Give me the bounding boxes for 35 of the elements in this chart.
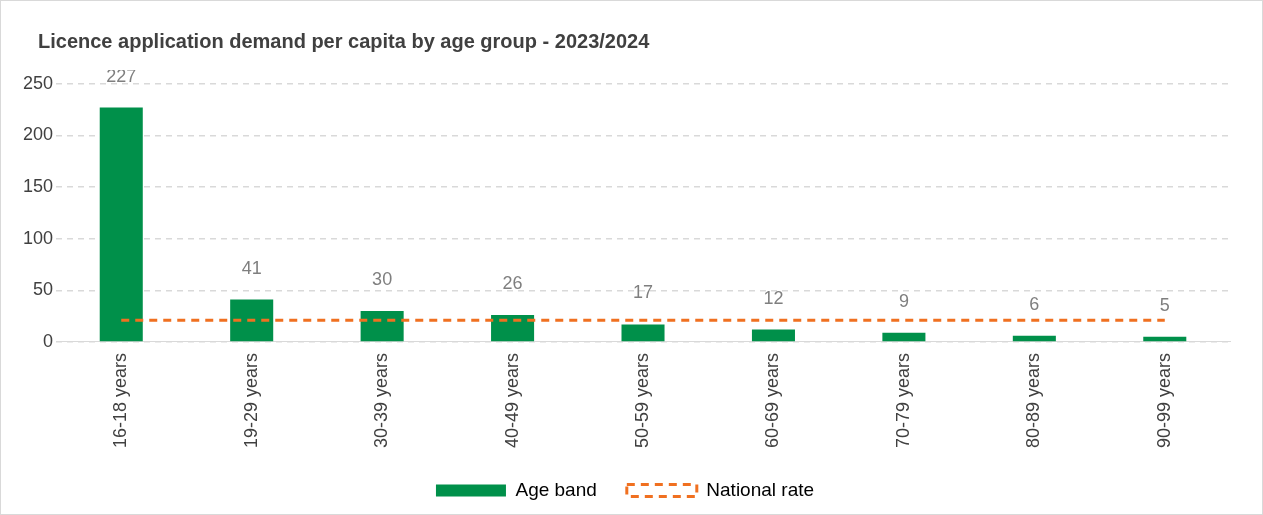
bar [1143,336,1187,342]
data-label: 41 [241,257,262,278]
bar [360,310,404,342]
data-label: 17 [633,282,654,303]
data-label: 9 [898,290,909,311]
bar [751,329,795,342]
x-tick-label: 40-49 years [501,352,522,449]
legend-label: Age band [515,478,597,500]
bar [491,315,535,342]
chart-title: Licence application demand per capita by age group - 2023/2024 [38,30,650,53]
x-tick-label: 90-99 years [1153,352,1174,449]
y-tick-label: 150 [22,176,54,197]
y-tick-label: 100 [22,227,54,248]
bar [99,107,143,342]
x-tick-label: 30-39 years [371,352,392,449]
data-label: 26 [502,273,523,294]
x-tick-label: 80-89 years [1023,352,1044,449]
y-tick-label: 50 [33,279,54,300]
x-tick-label: 70-79 years [892,352,913,449]
y-tick-label: 250 [22,72,54,93]
data-label: 6 [1029,293,1040,314]
y-tick-label: 200 [22,124,54,145]
y-tick-label: 0 [43,330,54,351]
bar [230,299,274,342]
data-label: 5 [1159,294,1170,315]
x-tick-label: 60-69 years [762,352,783,449]
data-label: 30 [372,268,393,289]
bar [621,324,665,342]
bar [882,332,926,342]
data-label: 12 [763,287,784,308]
x-tick-label: 19-29 years [240,352,261,449]
x-tick-label: 16-18 years [110,352,131,449]
legend-label: National rate [706,478,815,500]
bar [1012,335,1056,342]
x-tick-label: 50-59 years [631,352,652,449]
